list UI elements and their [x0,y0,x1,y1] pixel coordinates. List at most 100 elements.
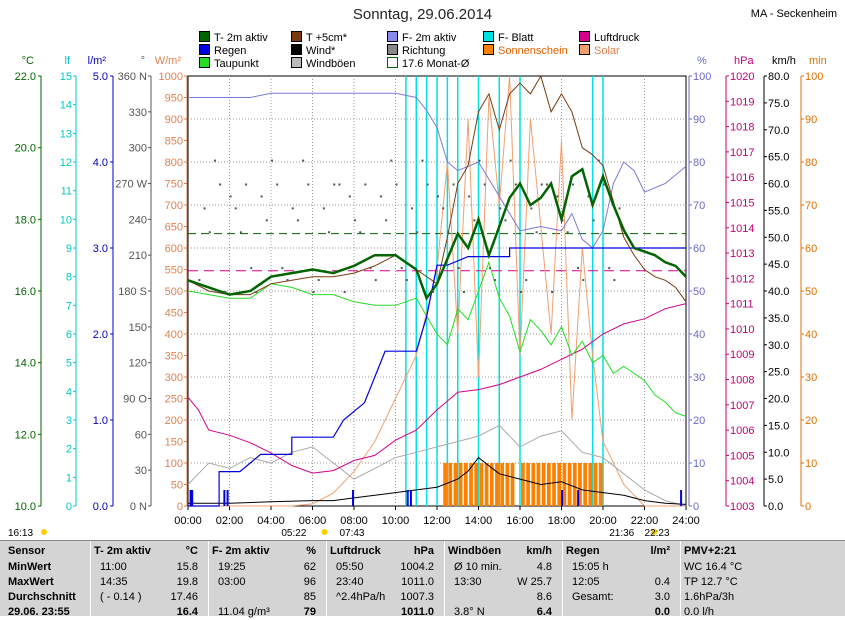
series-line-f-2m-aktiv [188,92,687,249]
axis-tick-label-leafwet: 1 [66,472,72,484]
stats-table: Sensor MinWert MaxWert Durchschnitt 29.06. 2… [0,540,845,618]
wind-direction-dot [535,231,538,234]
stats-cell-value: 17.46 [170,591,198,603]
twilight-morning: 07:43 [339,528,364,539]
rain-bar [409,490,412,506]
axis-tick-label-solar: 950 [165,93,183,105]
axis-tick-label-leafwet: 13 [60,128,72,140]
series-line-wind- [188,456,687,505]
legend-item-sunshine: Sonnenschein [483,44,568,57]
sunshine-bar [572,463,577,506]
legend-swatch [387,31,398,42]
axis-tick-label-sunmin: 40 [805,329,817,341]
axis-tick-label-winddir: 0 N [130,501,147,513]
axis-tick-label-solar: 600 [165,243,183,255]
axis-tick-label-winddir: 120 [129,358,147,370]
stats-cell-value: 1011.0 [401,576,434,588]
axis-tick-label-sunmin: 50 [805,286,817,298]
stats-cell: TP 12.7 °C [684,576,738,588]
stats-cell-value: 96 [303,576,316,588]
stats-cell-value: 1004.2 [400,561,434,573]
stats-cell-value: 85 [303,591,316,603]
stats-unit: % [306,545,316,557]
axis-tick-label-leafwet: 10 [60,214,72,226]
sunshine-bar [521,463,525,506]
wind-direction-dot [530,207,533,210]
stats-cell-value: 1007.3 [400,591,434,603]
axis-tick-label-pressure: 1018 [730,122,754,134]
stats-separator [680,541,681,616]
wind-direction-dot [587,195,590,198]
wind-direction-dot [603,183,605,186]
axis-tick-label-sunmin: 70 [805,200,817,212]
sunshine-bar [469,463,473,506]
sunshine-bar [453,463,458,506]
wind-direction-dot [494,279,497,282]
axis-tick-label-solar: 1000 [159,71,183,83]
wind-direction-dot [566,231,569,234]
axis-tick-label-solar: 150 [165,437,183,449]
stats-header: Regen [566,545,600,557]
wind-direction-dot [312,291,315,293]
wind-direction-dot [411,207,414,210]
sunshine-bar [484,463,489,506]
axis-tick-label-pressure: 1012 [730,273,754,285]
stats-column: F- 2m aktiv% 19:25 62 03:00 96 85 11.04 g/m³ 79 [212,541,322,618]
sunshine-bar [489,463,494,506]
axis-tick-label-wind: 60.0 [768,179,789,191]
wind-direction-dot [431,291,434,293]
axis-tick-label-leafwet: 2 [66,444,72,456]
stats-header: Windböen [448,545,502,557]
axis-tick-label-rain: 0.0 [93,501,108,513]
stats-cell-value: 15.8 [176,561,198,573]
wind-direction-dot [296,219,299,222]
sunshine-bar [510,463,515,506]
wind-direction-dot [509,159,512,162]
wind-direction-dot [359,231,362,234]
legend-swatch [483,44,494,55]
series-line-t-2m-aktiv [187,167,687,301]
axis-tick-label-pressure: 1004 [730,476,754,488]
axis-tick-label-temp: 14.0 [15,358,36,370]
axis-tick-label-pressure: 1007 [730,400,754,412]
wind-direction-dot [514,183,517,186]
axis-tick-label-humidity: 20 [693,415,705,427]
wind-direction-dot [255,291,258,293]
axis-unit-winddir: ° [141,55,145,67]
axis-tick-label-solar: 250 [165,394,183,406]
wind-direction-dot [271,159,273,162]
wind-direction-dot [379,195,382,198]
stats-header: T- 2m aktiv [94,545,151,557]
axis-tick-label-pressure: 1017 [730,147,754,159]
stats-cell-label: 05:50 [336,561,364,573]
station-name: MA - Seckenheim [750,8,837,20]
axis-tick-label-humidity: 80 [693,157,705,169]
wind-direction-dot [608,267,611,270]
wind-direction-dot [224,291,227,293]
axis-tick-label-winddir: 60 [135,429,147,441]
axis-tick-label-leafwet: 14 [60,100,72,112]
sunshine-bar [505,463,510,506]
stats-cell-label: 11.04 g/m³ [218,606,270,618]
stats-cell: MaxWert [8,576,54,588]
stats-cell-label: 13:30 [454,576,482,588]
wind-direction-dot [556,195,559,198]
series-line-luftdruck [187,303,687,474]
stats-column: T- 2m aktiv °C 11:00 15.8 14:35 19.8 ( - 0.14 … [94,541,204,618]
axis-tick-label-pressure: 1019 [730,96,754,108]
x-tick-label: 02:00 [216,515,244,527]
stats-header: Luftdruck [330,545,381,557]
legend-item-gust: Windböen [291,57,356,70]
axis-tick-label-wind: 25.0 [768,367,789,379]
wind-direction-dot [374,279,377,282]
axis-tick-label-leafwet: 3 [66,415,72,427]
wind-direction-dot [395,183,398,186]
wind-direction-dot [291,207,294,210]
wind-direction-dot [416,231,419,234]
legend-label: Richtung [402,45,446,57]
axis-tick-label-temp: 16.0 [15,286,36,298]
sunshine-bar [546,463,551,506]
series-line-windb-en [187,424,687,507]
stats-cell: Durchschnitt [8,591,76,603]
legend-item-temp2m: T- 2m aktiv [199,31,268,44]
